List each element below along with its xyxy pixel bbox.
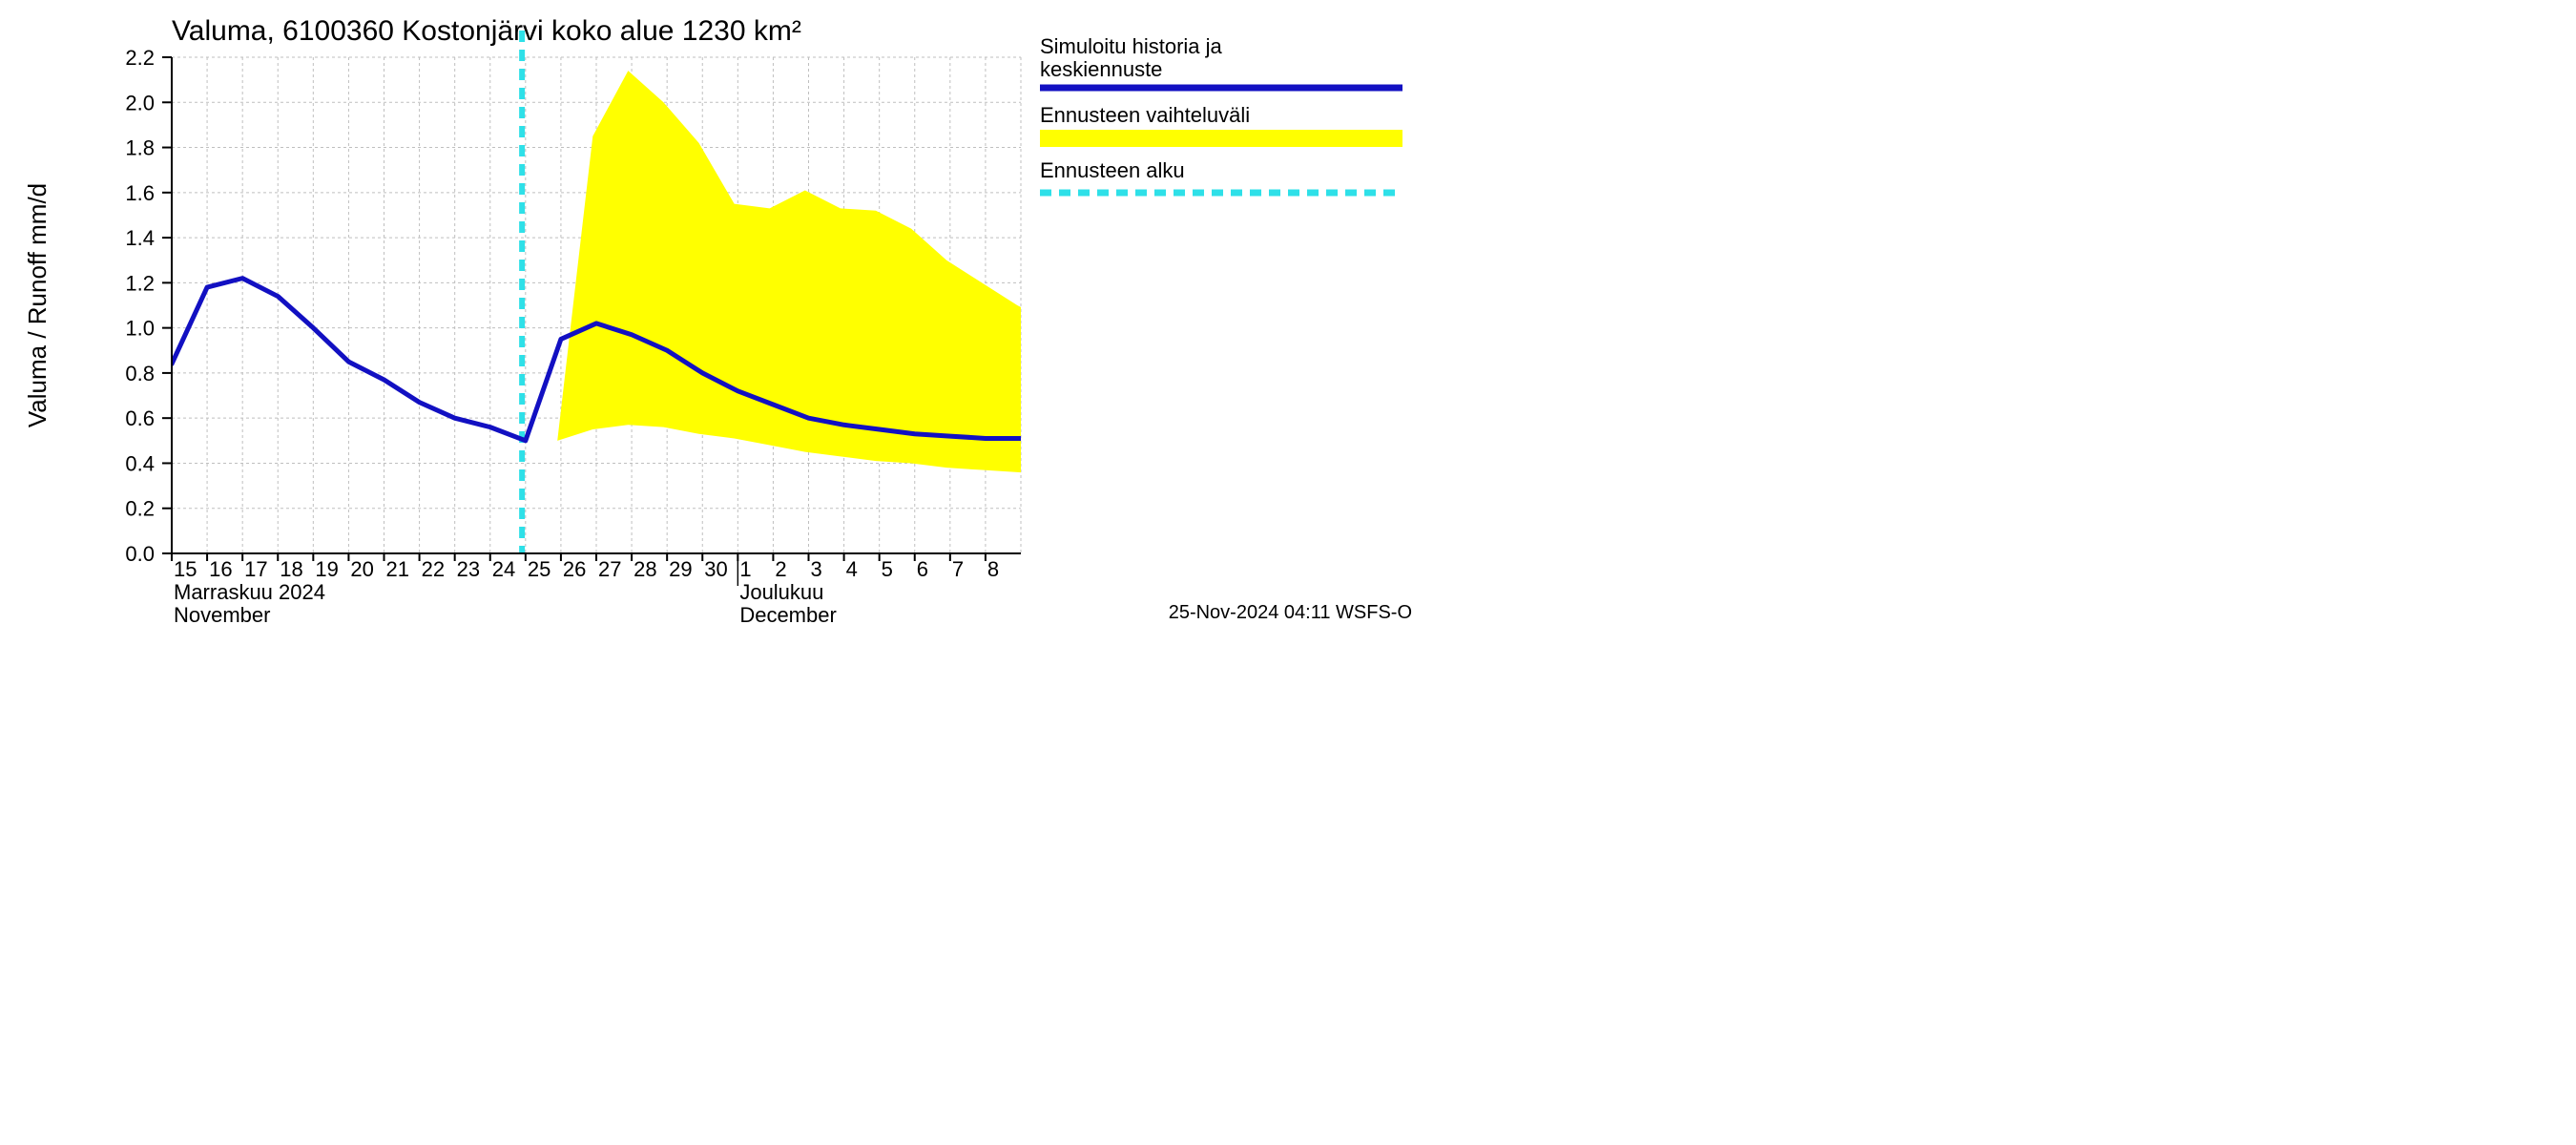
y-tick-label: 1.8 [125, 136, 155, 160]
legend-swatch-band [1040, 130, 1402, 147]
x-tick-label: 16 [209, 557, 232, 581]
x-tick-label: 29 [669, 557, 692, 581]
x-tick-label: 18 [280, 557, 302, 581]
x-tick-label: 21 [386, 557, 409, 581]
runoff-chart: 0.00.20.40.60.81.01.21.41.61.82.02.21516… [0, 0, 1431, 630]
y-tick-label: 0.6 [125, 406, 155, 430]
x-tick-label: 25 [528, 557, 551, 581]
x-tick-label: 24 [492, 557, 515, 581]
x-tick-label: 27 [598, 557, 621, 581]
x-tick-label: 8 [987, 557, 999, 581]
y-tick-label: 0.8 [125, 362, 155, 385]
y-axis-label: Valuma / Runoff mm/d [23, 183, 52, 427]
legend-label-mean-1: Simuloitu historia ja [1040, 34, 1223, 58]
y-tick-label: 0.0 [125, 542, 155, 566]
x-tick-label: 15 [174, 557, 197, 581]
y-tick-label: 0.2 [125, 497, 155, 521]
chart-title: Valuma, 6100360 Kostonjärvi koko alue 12… [172, 15, 801, 47]
chart-svg: 0.00.20.40.60.81.01.21.41.61.82.02.21516… [0, 0, 1431, 630]
y-tick-label: 1.0 [125, 317, 155, 341]
month-label-top: Joulukuu [739, 580, 823, 604]
x-tick-label: 20 [350, 557, 373, 581]
y-tick-label: 1.4 [125, 226, 155, 250]
legend-label-band: Ennusteen vaihteluväli [1040, 103, 1250, 127]
y-tick-label: 2.2 [125, 46, 155, 70]
x-tick-label: 7 [952, 557, 964, 581]
x-tick-label: 19 [315, 557, 338, 581]
x-tick-label: 30 [704, 557, 727, 581]
x-tick-label: 6 [917, 557, 928, 581]
month-label-bottom: December [739, 603, 836, 627]
x-tick-label: 5 [882, 557, 893, 581]
legend-label-mean-2: keskiennuste [1040, 57, 1162, 81]
x-tick-label: 22 [422, 557, 445, 581]
y-tick-label: 1.6 [125, 181, 155, 205]
x-tick-label: 23 [457, 557, 480, 581]
legend-label-forecast: Ennusteen alku [1040, 158, 1185, 182]
y-tick-label: 2.0 [125, 91, 155, 114]
x-tick-label: 28 [634, 557, 656, 581]
y-tick-label: 0.4 [125, 451, 155, 475]
x-tick-label: 26 [563, 557, 586, 581]
x-tick-label: 2 [775, 557, 786, 581]
footer-timestamp: 25-Nov-2024 04:11 WSFS-O [1169, 602, 1412, 623]
x-tick-label: 17 [244, 557, 267, 581]
month-label-bottom: November [174, 603, 270, 627]
x-tick-label: 4 [846, 557, 858, 581]
x-tick-label: 1 [739, 557, 751, 581]
y-tick-label: 1.2 [125, 271, 155, 295]
month-label-top: Marraskuu 2024 [174, 580, 325, 604]
x-tick-label: 3 [811, 557, 822, 581]
